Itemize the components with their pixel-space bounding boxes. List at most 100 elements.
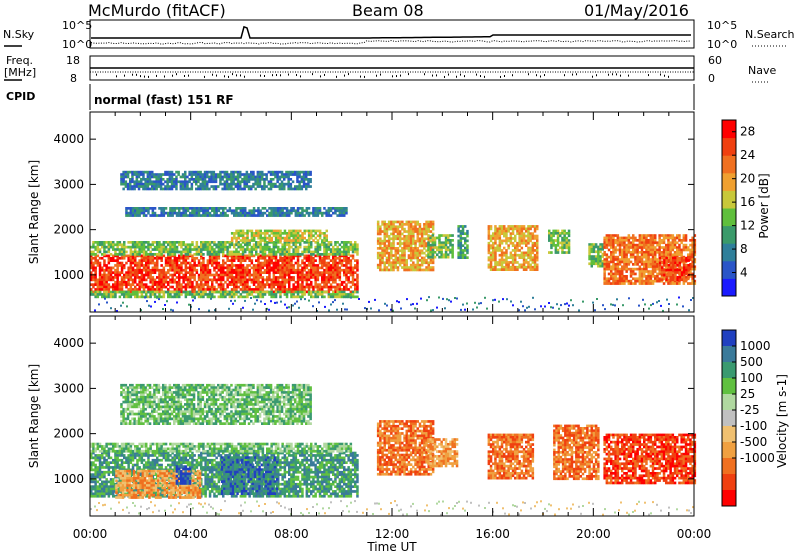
power-colorbar-tick: 24 xyxy=(740,148,755,162)
velocity-colorbar-tick: -25 xyxy=(740,403,760,417)
power-region xyxy=(230,229,328,242)
freq-tick-bottom: 8 xyxy=(70,72,77,85)
power-colorbar-swatch xyxy=(722,190,736,209)
velocity-colorbar-swatch xyxy=(722,426,736,443)
velocity-x-ticks: 00:00 04:00 08:00 12:00 16:00 20:00 00:00 xyxy=(73,316,712,541)
velocity-region xyxy=(553,424,600,481)
cpid-label: CPID xyxy=(6,90,35,103)
freq-label-top: Freq. xyxy=(6,54,33,67)
velocity-data xyxy=(90,383,697,516)
power-region xyxy=(120,170,312,191)
nsearch-label: N.Search xyxy=(745,28,795,41)
power-region xyxy=(548,229,571,254)
velocity-colorbar-tick: -1000 xyxy=(740,451,775,465)
freq-label-bottom: [MHz] xyxy=(4,66,36,79)
power-ytick-label: 3000 xyxy=(53,177,84,191)
velocity-ylabel: Slant Range [km] xyxy=(27,364,41,468)
power-colorbar-swatch xyxy=(722,208,736,227)
velocity-colorbar-swatch xyxy=(722,378,736,395)
velocity-colorbar-swatch xyxy=(722,394,736,411)
velocity-panel: 1000 2000 3000 4000 00:00 04:00 08:00 12:00 16:… xyxy=(27,315,712,554)
power-colorbar-swatch xyxy=(722,172,736,191)
velocity-ytick-label: 3000 xyxy=(53,381,84,395)
time-tick-label: 04:00 xyxy=(173,527,208,541)
power-region xyxy=(487,225,539,271)
velocity-colorbar-tick: -100 xyxy=(740,419,767,433)
nave-tick-top: 60 xyxy=(708,54,722,67)
velocity-region xyxy=(376,420,435,476)
velocity-near-range-speckle xyxy=(90,500,694,516)
velocity-colorbar-swatch xyxy=(722,362,736,379)
power-region xyxy=(457,225,469,259)
noise-tick-right-top: 10^5 xyxy=(707,19,737,32)
time-tick-label: 20:00 xyxy=(576,527,611,541)
velocity-colorbar-swatch xyxy=(722,490,736,507)
power-region xyxy=(427,234,454,259)
velocity-region xyxy=(487,433,535,480)
power-y-ticks: 1000 2000 3000 4000 xyxy=(53,132,694,282)
velocity-colorbar: Velocity [m s-1] 1000 500 100 25 -25 -100 -500… xyxy=(721,329,789,507)
velocity-ytick-label: 4000 xyxy=(53,336,84,350)
date-title: 01/May/2016 xyxy=(584,1,689,20)
velocity-colorbar-tick: 1000 xyxy=(740,339,771,353)
power-colorbar-swatch xyxy=(722,243,736,262)
beam-title: Beam 08 xyxy=(352,1,424,20)
power-colorbar-tick: 12 xyxy=(740,219,755,233)
velocity-region xyxy=(175,465,192,485)
power-ylabel: Slant Range [km] xyxy=(27,160,41,264)
velocity-colorbar-tick: 500 xyxy=(740,355,763,369)
power-colorbar: Power [dB] 4 8 12 16 20 24 28 xyxy=(721,119,771,297)
freq-tick-top: 18 xyxy=(66,54,80,67)
power-region xyxy=(658,256,690,282)
nsky-label: N.Sky xyxy=(3,28,35,41)
noise-tick-left-top: 10^5 xyxy=(62,19,92,32)
power-colorbar-tick: 20 xyxy=(740,172,755,186)
time-tick-label: 16:00 xyxy=(475,527,510,541)
power-ytick-label: 4000 xyxy=(53,132,84,146)
station-title: McMurdo (fitACF) xyxy=(88,1,226,20)
power-colorbar-swatch xyxy=(722,225,736,244)
velocity-colorbar-swatch xyxy=(722,346,736,363)
power-colorbar-tick: 16 xyxy=(740,195,755,209)
freq-traces xyxy=(90,67,694,78)
power-near-range-speckle xyxy=(94,296,694,312)
nave-label: Nave xyxy=(748,64,776,77)
power-ytick-label: 2000 xyxy=(53,223,84,237)
velocity-region xyxy=(90,442,353,453)
power-panel: 1000 2000 3000 4000 Slant Range [km] xyxy=(27,111,697,313)
time-tick-label: 00:00 xyxy=(677,527,712,541)
nave-tick-bottom: 0 xyxy=(708,72,715,85)
power-colorbar-swatch xyxy=(722,260,736,279)
power-colorbar-swatch xyxy=(722,137,736,156)
velocity-colorbar-swatch xyxy=(722,474,736,491)
nsearch-trace xyxy=(90,39,692,45)
velocity-colorbar-swatch xyxy=(722,458,736,475)
nsky-trace xyxy=(91,25,691,39)
power-colorbar-tick: 4 xyxy=(740,266,748,280)
velocity-region xyxy=(120,383,312,425)
cpid-text: normal (fast) 151 RF xyxy=(94,93,234,107)
power-ytick-label: 1000 xyxy=(53,268,84,282)
noise-traces xyxy=(90,25,692,45)
velocity-colorbar-tick: -500 xyxy=(740,435,767,449)
power-region xyxy=(125,207,348,217)
velocity-colorbar-tick: 25 xyxy=(740,387,755,401)
power-region xyxy=(90,254,359,294)
time-tick-label: 00:00 xyxy=(73,527,108,541)
power-colorbar-label: Power [dB] xyxy=(757,173,771,238)
power-data xyxy=(90,170,697,312)
velocity-colorbar-swatch xyxy=(722,410,736,427)
freq-panel: Freq. [MHz] 18 8 60 0 Nave xyxy=(4,54,776,85)
velocity-region xyxy=(427,438,459,468)
velocity-colorbar-swatch xyxy=(722,330,736,347)
power-region xyxy=(90,241,359,256)
power-colorbar-tick: 8 xyxy=(740,242,748,256)
power-x-ticks xyxy=(89,112,695,312)
noise-panel: N.Sky N.Search 10^5 10^0 10^5 10^0 xyxy=(3,19,795,51)
velocity-colorbar-tick: 100 xyxy=(740,371,763,385)
velocity-ytick-label: 1000 xyxy=(53,472,84,486)
velocity-colorbar-label: Velocity [m s-1] xyxy=(775,374,789,468)
power-region xyxy=(588,243,604,268)
power-colorbar-swatch xyxy=(722,155,736,174)
